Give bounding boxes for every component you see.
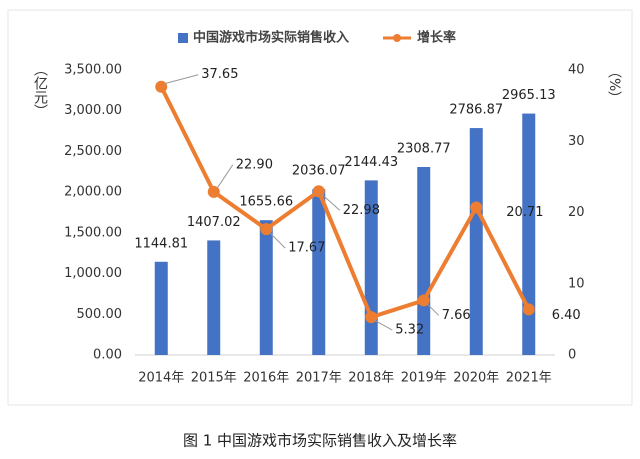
bar-value-label: 1407.02	[187, 215, 241, 230]
bar-value-label: 1144.81	[134, 236, 188, 251]
x-tick-label: 2019年	[401, 371, 447, 386]
x-tick-label: 2018年	[348, 371, 394, 386]
line-marker	[470, 201, 483, 214]
legend-swatch	[178, 33, 188, 43]
legend-label: 增长率	[417, 30, 456, 46]
x-tick-label: 2021年	[506, 371, 552, 386]
bar	[312, 189, 326, 355]
leader-line	[164, 74, 199, 85]
x-tick-label: 2020年	[453, 371, 499, 386]
y-tick-label: 0.00	[93, 348, 122, 363]
line	[159, 85, 531, 320]
bar	[522, 113, 536, 355]
chart-frame	[7, 9, 633, 406]
line-value-label: 37.65	[201, 67, 238, 82]
y-tick-label: 2,500.00	[64, 144, 122, 159]
x-tick-label: 2015年	[191, 371, 237, 386]
leader-line	[426, 303, 440, 316]
leader-line	[268, 231, 286, 249]
y-tick-label: 2,000.00	[64, 185, 122, 200]
bar-value-label: 2144.43	[344, 155, 398, 170]
y2-tick-label: 40	[568, 63, 585, 78]
x-tick-label: 2016年	[243, 371, 289, 386]
line-value-label: 22.90	[236, 157, 273, 172]
bar	[154, 261, 168, 355]
y2-tick-label: 10	[568, 276, 585, 291]
leader-line	[216, 164, 234, 190]
y2-axis-label: （%）	[606, 64, 622, 105]
y-tick-label: 3,000.00	[64, 103, 122, 118]
line-value-label: 20.71	[506, 205, 543, 220]
legend-swatch	[393, 34, 402, 42]
line-marker	[155, 80, 168, 93]
bar	[259, 220, 273, 355]
line-value-label: 6.40	[552, 308, 581, 323]
bar	[417, 167, 431, 355]
y-axis-label: （亿元）	[32, 62, 48, 118]
y-tick-label: 1,500.00	[64, 225, 122, 240]
bar-value-label: 2786.87	[449, 103, 503, 118]
bar-value-label: 1655.66	[239, 195, 293, 210]
chart-title: 图 1 中国游戏市场实际销售收入及增长率	[183, 432, 457, 450]
y-tick-label: 500.00	[77, 307, 123, 322]
leader-line	[374, 319, 393, 331]
x-tick-label: 2017年	[296, 371, 342, 386]
bar	[207, 240, 221, 355]
y-tick-label: 1,000.00	[64, 266, 122, 281]
y-tick-label: 3,500.00	[64, 63, 122, 78]
line-value-label: 22.98	[343, 203, 380, 218]
line-value-label: 17.67	[288, 241, 325, 256]
line-value-label: 7.66	[442, 308, 471, 323]
line-marker	[522, 303, 535, 316]
bar-value-label: 2308.77	[397, 142, 451, 157]
x-tick-label: 2014年	[138, 371, 184, 386]
leader-line	[321, 193, 341, 211]
y2-tick-label: 0	[568, 348, 576, 363]
line-value-label: 5.32	[395, 323, 424, 338]
bar	[469, 128, 483, 355]
bar-value-label: 2965.13	[502, 88, 556, 103]
y2-tick-label: 20	[568, 205, 585, 220]
y2-tick-label: 30	[568, 134, 585, 149]
legend-label: 中国游戏市场实际销售收入	[193, 30, 349, 46]
bar-value-label: 2036.07	[292, 164, 346, 179]
